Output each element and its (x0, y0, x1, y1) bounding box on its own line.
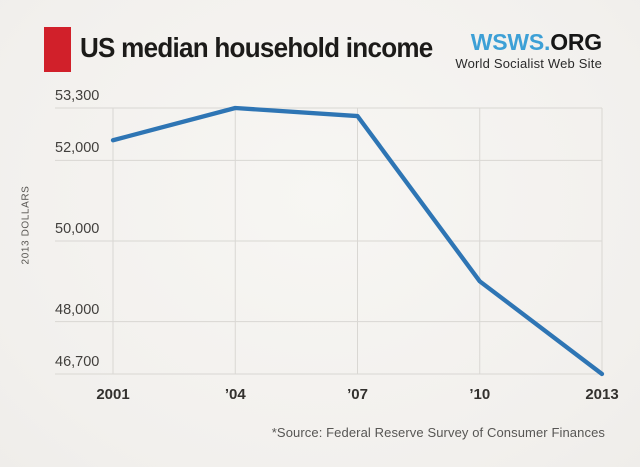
y-tick-label: 53,300 (55, 88, 100, 104)
x-tick-label: 2013 (585, 386, 619, 403)
wsws-logo-subtitle: World Socialist Web Site (455, 56, 602, 71)
wsws-logo-primary: WSWS. (470, 29, 551, 55)
wsws-logo-secondary: ORG (550, 29, 602, 55)
source-note: *Source: Federal Reserve Survey of Consu… (271, 425, 605, 440)
x-tick-label: ’07 (347, 386, 368, 403)
wsws-logo: WSWS.ORG World Socialist Web Site (455, 30, 602, 71)
income-line (110, 105, 605, 377)
x-tick-label: ’10 (469, 386, 491, 403)
y-tick-label: 48,000 (55, 301, 100, 318)
wsws-logo-wordmark: WSWS.ORG (455, 30, 602, 54)
x-tick-label: 2001 (96, 386, 130, 403)
title-accent-bar (44, 27, 71, 72)
x-tick-label: ’04 (224, 386, 246, 403)
y-tick-label: 52,000 (55, 140, 100, 157)
y-tick-label: 50,000 (55, 221, 100, 237)
y-tick-label: 46,700 (55, 354, 100, 370)
page-title: US median household income (80, 32, 433, 63)
